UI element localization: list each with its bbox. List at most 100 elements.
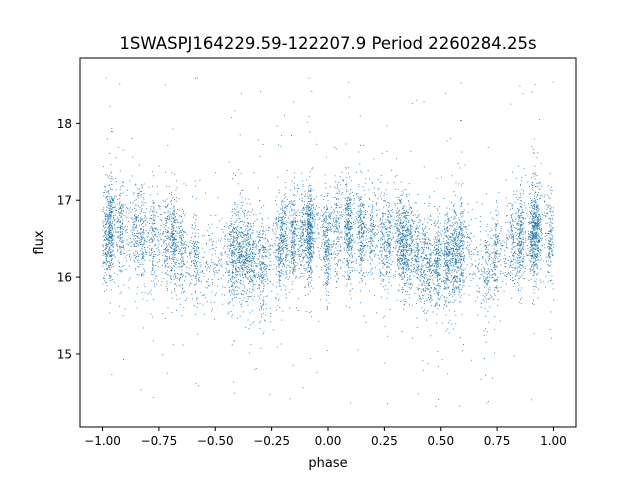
data-point (492, 377, 494, 379)
data-point (452, 255, 454, 257)
data-point (387, 275, 389, 277)
data-point (176, 187, 178, 189)
data-point (283, 237, 285, 239)
data-point (119, 207, 121, 209)
data-point (482, 267, 484, 269)
data-point (267, 279, 269, 281)
data-point (112, 249, 114, 251)
data-point (126, 260, 127, 262)
data-point (415, 229, 417, 231)
data-point (508, 234, 510, 236)
data-point (459, 289, 461, 291)
data-point (333, 230, 335, 232)
data-point (126, 217, 128, 219)
data-point (152, 227, 154, 229)
data-point (114, 231, 116, 233)
data-point (308, 262, 310, 263)
data-point (235, 274, 237, 276)
data-point (505, 222, 507, 224)
data-point (491, 262, 493, 264)
data-point (451, 271, 453, 273)
data-point (145, 253, 147, 255)
data-point (121, 216, 122, 218)
data-point (449, 244, 451, 246)
data-point (513, 193, 515, 195)
data-point (153, 208, 155, 210)
data-point (358, 249, 360, 251)
data-point (194, 77, 196, 79)
data-point (496, 240, 498, 242)
data-point (352, 191, 353, 193)
data-point (483, 330, 485, 332)
data-point (140, 195, 142, 197)
data-point (232, 231, 234, 233)
data-point (173, 227, 175, 229)
data-point (133, 217, 135, 219)
data-point (144, 259, 146, 261)
data-point (110, 255, 112, 257)
data-point (240, 207, 242, 209)
data-point (413, 267, 415, 268)
data-point (533, 273, 535, 275)
data-point (334, 224, 336, 226)
data-point (536, 257, 538, 259)
data-point (181, 255, 183, 257)
data-point (177, 221, 179, 223)
data-point (194, 277, 196, 279)
data-point (428, 282, 430, 284)
data-point (197, 233, 199, 235)
data-point (340, 246, 342, 248)
data-point (485, 341, 487, 343)
data-point (440, 248, 442, 249)
data-point (375, 245, 377, 247)
data-point (190, 250, 192, 252)
data-point (550, 210, 552, 212)
data-point (306, 254, 308, 256)
data-point (115, 229, 116, 231)
data-point (374, 195, 376, 196)
data-point (236, 243, 238, 245)
data-point (118, 262, 120, 264)
data-point (315, 208, 316, 210)
data-point (171, 279, 173, 281)
data-point (403, 226, 405, 228)
data-point (547, 222, 549, 224)
data-point (133, 235, 135, 237)
data-point (260, 270, 262, 271)
data-point (412, 235, 414, 237)
data-point (105, 252, 107, 254)
data-point (487, 291, 489, 293)
data-point (533, 268, 535, 270)
data-point (234, 249, 236, 251)
data-point (327, 192, 329, 194)
data-point (459, 167, 461, 169)
data-point (453, 282, 455, 284)
data-point (445, 301, 447, 303)
data-point (404, 215, 406, 217)
data-point (263, 304, 264, 306)
data-point (190, 260, 192, 262)
data-point (403, 235, 405, 237)
data-point (518, 290, 519, 292)
data-point (247, 222, 249, 223)
data-point (255, 266, 257, 268)
data-point (446, 230, 448, 231)
data-point (181, 274, 183, 276)
data-point (233, 381, 234, 383)
data-point (397, 211, 399, 213)
data-point (367, 246, 369, 248)
data-point (532, 251, 534, 253)
data-point (293, 262, 295, 264)
data-point (539, 188, 541, 190)
data-point (303, 256, 305, 258)
data-point (308, 220, 310, 222)
data-point (242, 262, 244, 264)
data-point (432, 264, 434, 266)
data-point (260, 308, 262, 310)
data-point (464, 221, 466, 223)
data-point (448, 242, 450, 244)
data-point (136, 209, 137, 211)
data-point (549, 208, 551, 210)
data-point (111, 211, 113, 213)
data-point (196, 254, 198, 256)
